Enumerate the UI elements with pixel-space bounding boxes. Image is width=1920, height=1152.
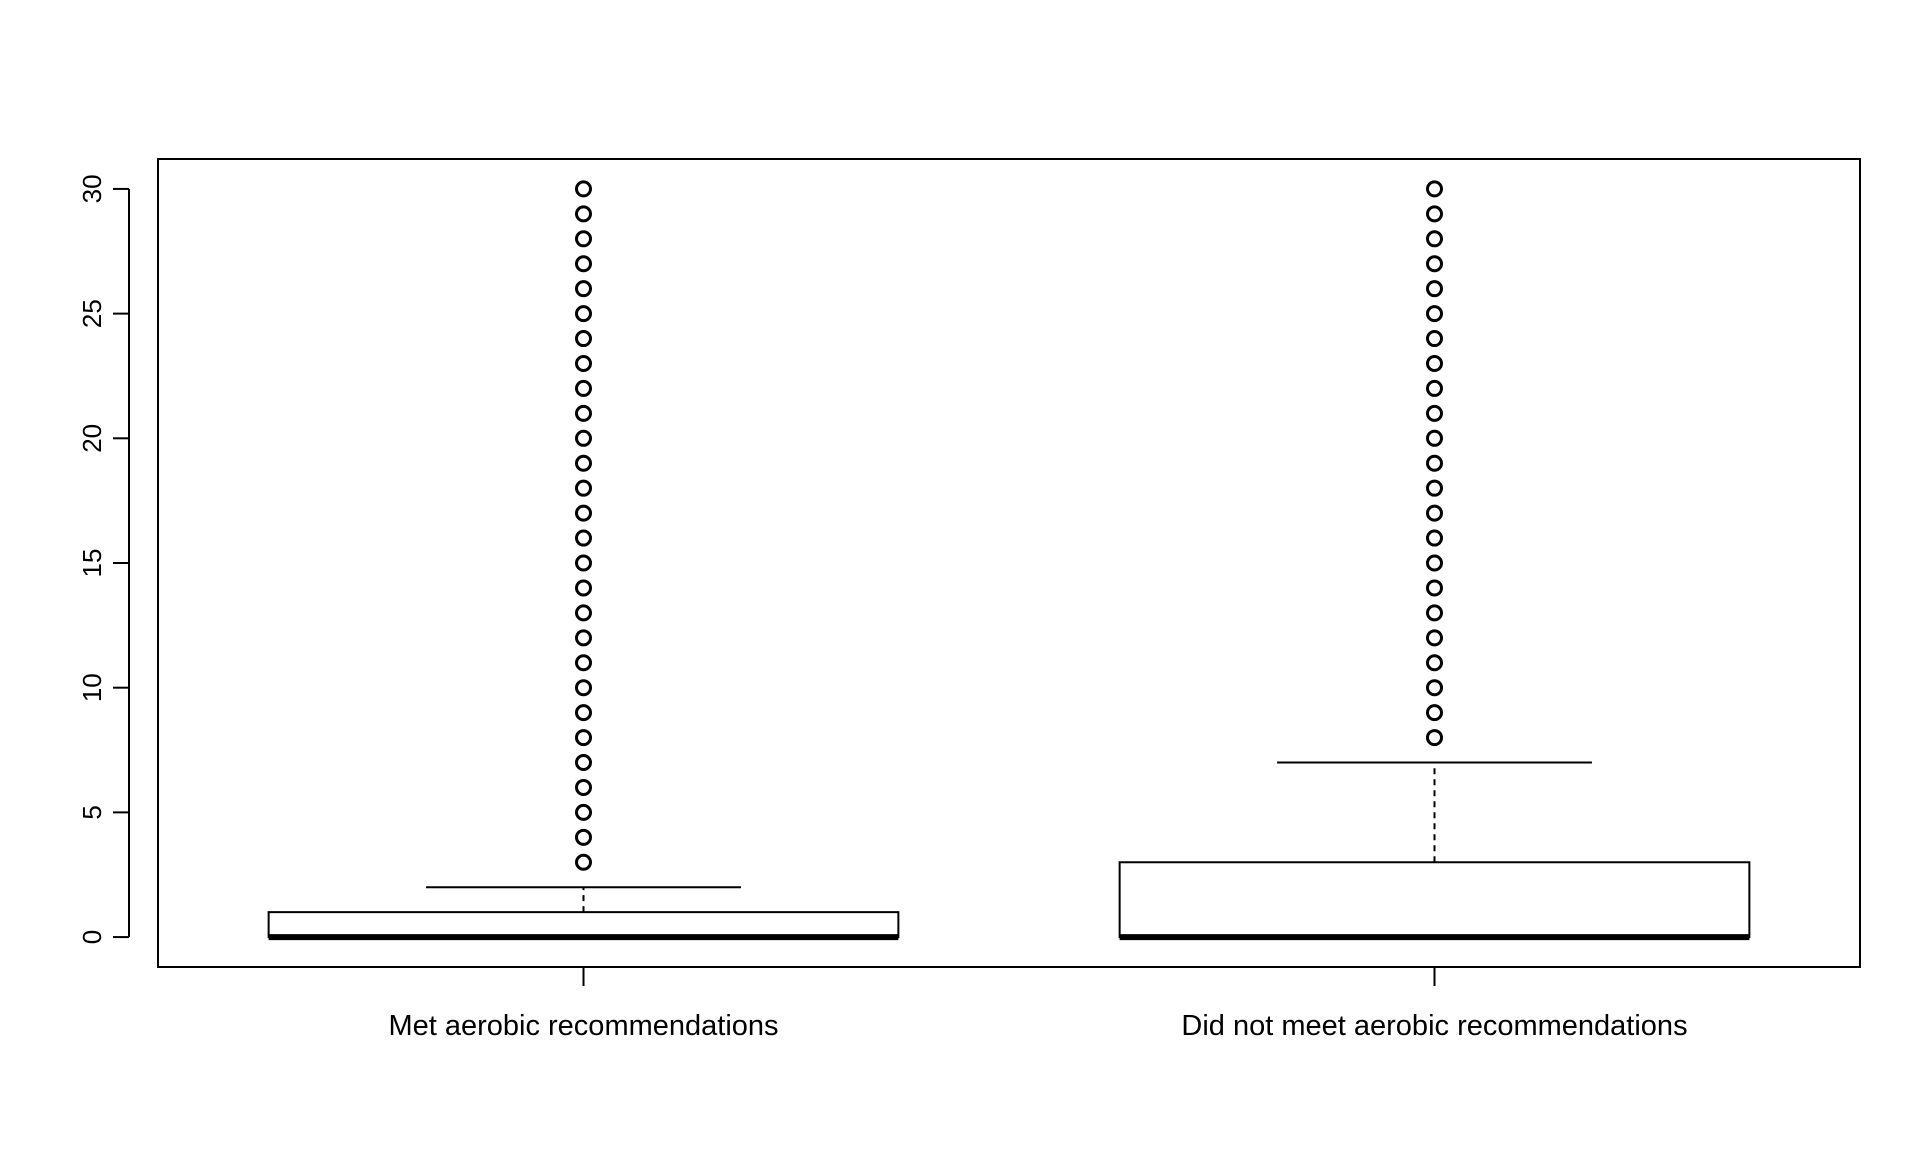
outlier-point <box>575 654 592 672</box>
outlier-point <box>1426 404 1443 422</box>
outlier-point <box>575 255 592 273</box>
outlier-point <box>1426 230 1443 248</box>
outlier-point <box>575 305 592 323</box>
y-tick-label: 15 <box>77 549 107 578</box>
box-iqr <box>1118 861 1751 939</box>
box-iqr <box>267 911 900 939</box>
outlier-point <box>575 205 592 223</box>
outlier-point <box>575 754 592 772</box>
outlier-point <box>1426 604 1443 622</box>
y-tick-label: 0 <box>77 930 107 944</box>
outlier-point <box>575 180 592 198</box>
outlier-point <box>575 554 592 572</box>
outlier-point <box>575 379 592 397</box>
outlier-point <box>575 629 592 647</box>
outlier-point <box>575 853 592 871</box>
outlier-point <box>1426 180 1443 198</box>
outlier-point <box>1426 704 1443 722</box>
outlier-point <box>1426 529 1443 547</box>
outlier-point <box>1426 280 1443 298</box>
outlier-point <box>1426 429 1443 447</box>
outlier-point <box>575 479 592 497</box>
plot-frame <box>157 158 1861 968</box>
outlier-point <box>575 504 592 522</box>
outlier-point <box>575 778 592 796</box>
outlier-point <box>575 354 592 372</box>
outlier-point <box>575 454 592 472</box>
outlier-point <box>1426 479 1443 497</box>
x-axis: Met aerobic recommendations Did not meet … <box>388 967 1688 1042</box>
outlier-point <box>575 704 592 722</box>
box-group <box>267 180 900 941</box>
outlier-point <box>575 679 592 697</box>
x-category-label: Did not meet aerobic recommendations <box>1181 1010 1687 1042</box>
outlier-point <box>575 429 592 447</box>
x-category-label: Met aerobic recommendations <box>388 1010 778 1042</box>
outlier-point <box>1426 554 1443 572</box>
outlier-point <box>575 604 592 622</box>
boxes <box>267 180 1751 941</box>
outlier-point <box>575 729 592 747</box>
outlier-point <box>1426 679 1443 697</box>
outlier-point <box>1426 629 1443 647</box>
y-axis: 0 5 10 15 20 25 30 <box>77 174 130 944</box>
outlier-point <box>1426 729 1443 747</box>
y-tick-label: 10 <box>77 673 107 702</box>
outlier-point <box>575 529 592 547</box>
outlier-point <box>575 579 592 597</box>
outlier-point <box>1426 305 1443 323</box>
outlier-point <box>1426 330 1443 348</box>
outlier-point <box>1426 579 1443 597</box>
outlier-point <box>1426 454 1443 472</box>
outlier-point <box>575 803 592 821</box>
y-tick-label: 25 <box>77 299 107 328</box>
outlier-point <box>575 828 592 846</box>
outlier-point <box>575 330 592 348</box>
outlier-point <box>1426 255 1443 273</box>
outlier-point <box>1426 205 1443 223</box>
y-tick-label: 30 <box>77 174 107 203</box>
outlier-point <box>1426 354 1443 372</box>
y-tick-label: 20 <box>77 424 107 453</box>
outlier-point <box>575 230 592 248</box>
outlier-point <box>575 404 592 422</box>
outlier-point <box>575 280 592 298</box>
y-tick-label: 5 <box>77 805 107 819</box>
outlier-point <box>1426 654 1443 672</box>
outlier-point <box>1426 504 1443 522</box>
outlier-point <box>1426 379 1443 397</box>
box-group <box>1118 180 1751 941</box>
